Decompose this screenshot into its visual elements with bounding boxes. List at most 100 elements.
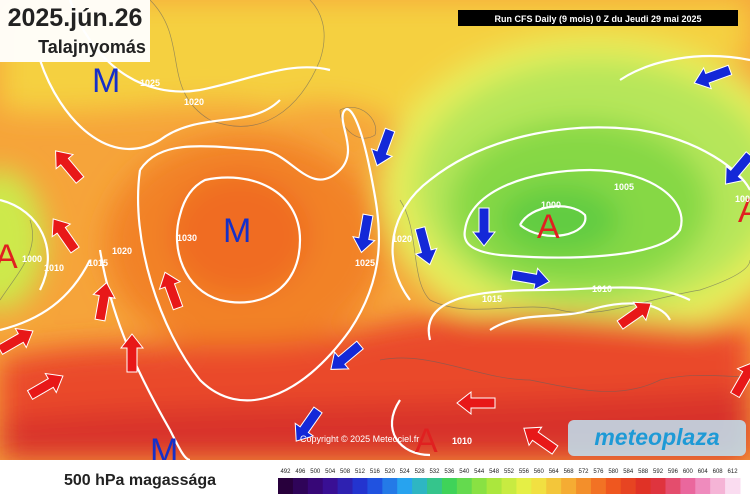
isobar-label: 1020 <box>112 246 132 256</box>
scale-swatch <box>382 478 398 494</box>
scale-label: 532 <box>429 469 440 475</box>
scale-label: 516 <box>370 469 381 475</box>
isobar <box>390 399 431 457</box>
low-center: A <box>415 422 438 460</box>
scale-swatch <box>501 478 517 494</box>
europe-coast <box>399 199 750 313</box>
scale-swatch <box>650 478 666 494</box>
scale-label: 500 <box>310 469 321 475</box>
title-box <box>0 0 150 62</box>
scale-swatch <box>635 478 652 494</box>
scale-swatch <box>397 478 413 494</box>
scale-label: 588 <box>638 469 649 475</box>
scale-label: 492 <box>280 469 291 475</box>
isobar-label: 1000 <box>22 254 42 264</box>
green-center <box>500 185 620 255</box>
wind-arrow <box>414 226 438 266</box>
isobar-label: 1015 <box>482 294 502 304</box>
isobar-label: 1010 <box>44 263 64 273</box>
wind-arrow <box>26 372 64 401</box>
scale-label: 556 <box>519 469 530 475</box>
wind-arrow <box>370 127 396 167</box>
scale-swatch <box>412 478 428 494</box>
scale-swatch <box>456 478 473 494</box>
scale-label: 524 <box>400 469 411 475</box>
wind-arrow <box>693 64 733 90</box>
run-info-box <box>458 10 738 26</box>
scale-swatch <box>278 478 294 494</box>
scale-label: 600 <box>683 469 694 475</box>
isobar <box>136 107 381 402</box>
logo-box <box>568 420 746 456</box>
scale-swatch <box>322 478 339 494</box>
wind-arrow <box>725 151 750 185</box>
wind-arrow <box>471 207 497 247</box>
scale-label: 520 <box>385 469 396 475</box>
run-info: Run CFS Daily (9 mois) 0 Z du Jeudi 29 m… <box>494 14 701 24</box>
scale-swatch <box>695 478 711 494</box>
scale-label: 612 <box>728 469 739 475</box>
wind-arrow <box>352 213 376 254</box>
scale-label: 568 <box>564 469 575 475</box>
caption: 500 hPa magassága <box>64 472 216 489</box>
field: M M M A A A A 1025 1020 1030 1000 1010 1… <box>0 0 750 460</box>
isobar <box>391 126 750 301</box>
scale-swatch <box>620 478 637 494</box>
pressure-centers: M M M A A A A <box>0 62 750 460</box>
isobar-labels: 1025 1020 1030 1000 1010 1015 1020 1025 … <box>22 78 750 446</box>
scale-label: 528 <box>415 469 426 475</box>
isobar-label: 100 <box>735 194 750 204</box>
scale-swatch <box>367 478 383 494</box>
scale-swatch <box>710 478 726 494</box>
scale-label: 608 <box>713 469 724 475</box>
wind-arrow <box>330 340 364 370</box>
scale-swatch <box>725 478 741 494</box>
scale-swatch <box>665 478 681 494</box>
scale-swatch <box>427 478 443 494</box>
scale-label: 496 <box>295 469 306 475</box>
wind-arrow <box>456 390 496 416</box>
scale-swatch <box>605 478 622 494</box>
scale-label: 504 <box>325 469 336 475</box>
scale-label: 536 <box>444 469 455 475</box>
scale-label: 552 <box>504 469 515 475</box>
scale-label: 560 <box>534 469 545 475</box>
isobar-label: 1010 <box>592 284 612 294</box>
coastlines <box>0 0 750 392</box>
low-center: A <box>537 208 560 246</box>
scale-swatch <box>471 478 488 494</box>
scale-label: 564 <box>549 469 560 475</box>
isobar <box>0 198 49 291</box>
copyright: Copyright © 2025 Meteociel.fr <box>300 434 419 444</box>
west-green <box>0 170 45 310</box>
wind-arrow <box>0 327 34 356</box>
low-center: A <box>738 192 750 230</box>
scale-label: 604 <box>698 469 709 475</box>
scale-label: 580 <box>608 469 619 475</box>
isobar <box>463 168 683 259</box>
scale-swatch <box>292 478 309 494</box>
isobar <box>0 259 91 332</box>
scale-label: 592 <box>653 469 664 475</box>
scale-swatch <box>486 478 503 494</box>
isobar-label: 1025 <box>140 78 160 88</box>
wind-arrow <box>119 333 145 373</box>
wind-arrow <box>729 361 750 399</box>
high-center: M <box>223 212 251 250</box>
scale-label: 572 <box>579 469 590 475</box>
scale-label: 540 <box>459 469 470 475</box>
yellow-zone <box>0 0 750 140</box>
scale-label: 596 <box>668 469 679 475</box>
scale-swatch <box>531 478 547 494</box>
orange-core <box>170 175 310 295</box>
greenland <box>149 0 325 127</box>
wind-arrow <box>294 406 323 442</box>
scale-label: 544 <box>474 469 485 475</box>
isobar-label: 1005 <box>614 182 634 192</box>
scale-swatch <box>337 478 354 494</box>
wind-arrow <box>92 281 116 322</box>
isobar-label: 1020 <box>392 234 412 244</box>
wind-arrow <box>616 301 652 330</box>
red-core <box>0 390 750 460</box>
